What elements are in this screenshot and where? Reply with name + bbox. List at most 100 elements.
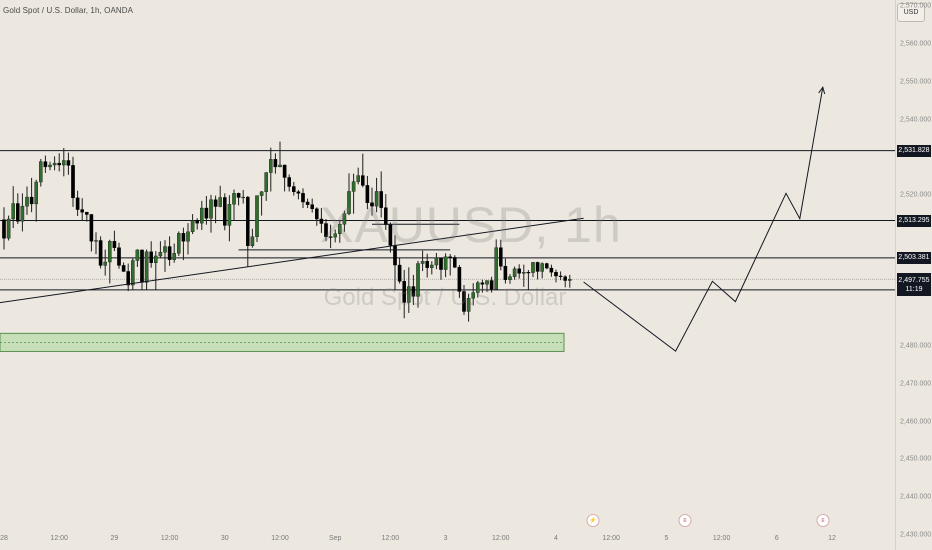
trendline-1	[0, 217, 584, 304]
current-price-value: 2,497.755	[898, 276, 930, 284]
candle-up	[218, 197, 223, 207]
price-tick-label: 2,470.000	[900, 380, 932, 388]
price-tick-label: 2,550.000	[900, 78, 932, 86]
candle-down	[181, 233, 186, 242]
candle-up	[540, 263, 544, 272]
projection-arrowhead	[818, 86, 826, 95]
candle-up	[241, 196, 246, 199]
candle-down	[2, 219, 6, 239]
us-flag-icon[interactable]: ≡	[678, 514, 692, 527]
price-tick-label: 2,430.000	[900, 531, 932, 539]
time-tick-label: 12:00	[50, 535, 68, 542]
time-tick-label: 4	[554, 535, 558, 542]
candle-up	[199, 207, 204, 224]
candle-up	[144, 251, 149, 283]
candle-up	[485, 280, 489, 285]
price-tick-label: 2,440.000	[900, 493, 932, 501]
candle-up	[508, 276, 512, 280]
candle-up	[494, 247, 499, 290]
level-price-tag: 2,503.381	[897, 251, 931, 264]
time-tick-label: 6	[774, 535, 779, 542]
candle-up	[34, 181, 38, 205]
candle-down	[80, 209, 84, 213]
candle-down	[549, 267, 554, 273]
candle-down	[499, 247, 503, 267]
candle-down	[117, 247, 121, 266]
candle-up	[259, 191, 264, 196]
candle-up	[6, 218, 11, 239]
candle-up	[135, 249, 140, 261]
candle-up	[62, 160, 66, 166]
candle-up	[278, 164, 282, 168]
candle-down	[149, 251, 154, 263]
candle-down	[388, 224, 393, 246]
candle-down	[558, 275, 563, 277]
flash-icon[interactable]: ⚡	[586, 514, 600, 527]
time-tick-label: 5	[664, 535, 669, 542]
candle-up	[176, 233, 181, 254]
candle-down	[503, 265, 508, 280]
time-tick-label: 28	[0, 535, 8, 542]
candle-down	[282, 164, 287, 178]
candle-down	[245, 196, 250, 246]
time-tick-label: 3	[443, 535, 448, 542]
candle-up	[512, 268, 517, 277]
candle-down	[402, 281, 407, 303]
candle-up	[190, 220, 195, 233]
time-tick-label: 12:00	[712, 535, 731, 542]
candle-up	[356, 175, 361, 182]
candle-up	[153, 255, 158, 263]
candle-down	[71, 165, 75, 199]
candle-down	[384, 207, 388, 225]
us-flag-icon[interactable]: ≡	[816, 514, 830, 527]
time-tick-label: Sep	[328, 535, 342, 542]
candle-up	[531, 262, 535, 273]
candle-up	[430, 264, 434, 268]
chart-title: Gold Spot / U.S. Dollar, 1h, OANDA	[3, 6, 134, 15]
candle-down	[379, 191, 384, 208]
candle-up	[130, 260, 135, 286]
level-price-tag: 2,531.828	[897, 144, 931, 157]
candle-down	[16, 203, 20, 222]
time-tick-label: 12:00	[160, 535, 179, 542]
candle-down	[480, 282, 485, 285]
time-tick-label: 12:00	[492, 535, 510, 542]
price-tick-label: 2,460.000	[900, 418, 932, 426]
candle-up	[416, 263, 420, 297]
candle-up	[434, 257, 439, 266]
candle-down	[563, 276, 567, 281]
candle-down	[296, 191, 301, 194]
candle-down	[89, 214, 94, 242]
candle-down	[121, 265, 126, 272]
candle-up	[471, 292, 476, 299]
candle-down	[517, 268, 521, 274]
currency-button[interactable]: USD	[897, 3, 925, 22]
candle-up	[227, 204, 232, 226]
candle-down	[84, 211, 89, 215]
candle-up	[172, 253, 177, 260]
bar-countdown: 11:19	[905, 285, 923, 293]
candle-down	[370, 202, 374, 207]
candle-up	[351, 181, 356, 192]
candle-down	[315, 208, 319, 220]
projection-path	[583, 87, 824, 352]
candle-up	[476, 282, 480, 293]
candle-down	[213, 199, 218, 207]
candle-up	[107, 241, 112, 263]
candle-up	[232, 193, 236, 205]
candle-down	[365, 185, 370, 203]
candle-down	[305, 201, 310, 205]
price-tick-label: 2,450.000	[900, 455, 932, 463]
price-tick-label: 2,560.000	[900, 40, 932, 48]
candle-down	[453, 257, 457, 268]
candle-up	[333, 233, 338, 238]
price-tick-label: 2,520.000	[900, 191, 932, 199]
current-price-tag: 2,497.755 11:19	[897, 273, 931, 297]
candle-up	[209, 199, 213, 219]
candle-down	[448, 256, 453, 258]
candle-up	[374, 191, 379, 207]
candle-down	[75, 197, 80, 210]
candle-up	[420, 261, 425, 264]
